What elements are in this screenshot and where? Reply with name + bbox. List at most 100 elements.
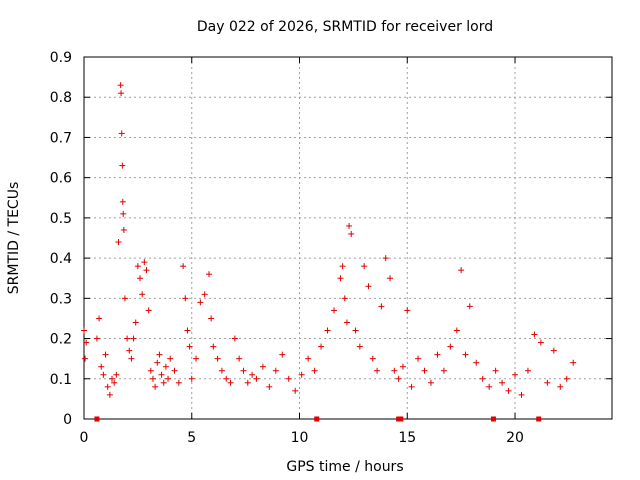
data-point	[453, 327, 460, 334]
data-point	[193, 355, 200, 362]
data-point	[518, 391, 525, 398]
y-tick-label: 0.3	[50, 291, 72, 307]
data-point	[361, 263, 368, 270]
data-point	[279, 351, 286, 358]
data-point	[473, 359, 480, 366]
data-point	[134, 263, 141, 270]
data-point	[184, 327, 191, 334]
y-axis-label: SRMTID / TECUs	[6, 182, 22, 295]
tick-labels: 0 0.1 0.2 0.3 0.4 0.5 0.6 0.7 0.8 0.9 0 5 10 15 20	[50, 50, 524, 446]
data-point	[139, 291, 146, 298]
data-point	[223, 375, 230, 382]
y-tick-label: 0.2	[50, 332, 72, 348]
data-point	[369, 355, 376, 362]
data-point	[83, 339, 90, 346]
data-point	[499, 379, 506, 386]
data-point	[137, 275, 144, 282]
data-point	[152, 383, 159, 390]
data-point	[121, 295, 128, 302]
axis-marker	[536, 416, 542, 422]
data-point	[231, 335, 238, 342]
data-point	[346, 222, 353, 229]
data-point	[82, 355, 89, 362]
data-point	[120, 226, 127, 233]
axis-marker	[94, 416, 100, 422]
ticks	[83, 56, 612, 420]
data-point	[365, 283, 372, 290]
data-point	[479, 375, 486, 382]
data-point	[249, 371, 256, 378]
axis-markers	[94, 416, 542, 422]
data-point	[156, 351, 163, 358]
data-point	[158, 371, 165, 378]
y-tick-label: 0.8	[50, 90, 72, 106]
data-point	[440, 367, 447, 374]
data-point	[395, 375, 402, 382]
data-point	[205, 271, 212, 278]
data-point	[208, 315, 215, 322]
data-point	[570, 359, 577, 366]
data-point	[391, 367, 398, 374]
data-point	[126, 347, 133, 354]
data-point	[544, 379, 551, 386]
y-tick-label: 0.4	[50, 251, 72, 267]
data-point	[118, 90, 125, 97]
data-point	[160, 379, 167, 386]
data-point	[557, 383, 564, 390]
data-point	[266, 383, 273, 390]
data-point	[292, 387, 299, 394]
data-point	[285, 375, 292, 382]
data-point	[149, 375, 156, 382]
data-point	[253, 375, 260, 382]
data-point	[130, 335, 137, 342]
x-tick-label: 10	[291, 430, 309, 446]
x-axis-label: GPS time / hours	[286, 459, 403, 475]
data-point	[259, 363, 266, 370]
data-point	[227, 379, 234, 386]
data-point	[143, 267, 150, 274]
data-point	[524, 367, 531, 374]
data-point	[387, 275, 394, 282]
data-point	[374, 367, 381, 374]
data-point	[188, 375, 195, 382]
data-point	[96, 315, 103, 322]
grid	[84, 57, 612, 419]
data-point	[318, 343, 325, 350]
axis-marker	[490, 416, 496, 422]
data-point	[512, 371, 519, 378]
data-point	[218, 367, 225, 374]
data-point	[404, 307, 411, 314]
axis-marker	[398, 416, 404, 422]
data-point	[563, 375, 570, 382]
y-tick-label: 0.9	[50, 50, 72, 66]
data-point	[537, 339, 544, 346]
data-point	[210, 343, 217, 350]
data-point	[175, 379, 182, 386]
data-point	[466, 303, 473, 310]
data-point	[352, 327, 359, 334]
chart-title: Day 022 of 2026, SRMTID for receiver lor…	[197, 19, 493, 35]
data-point	[236, 355, 243, 362]
data-point	[458, 267, 465, 274]
data-point	[244, 379, 251, 386]
data-point	[182, 295, 189, 302]
data-point	[186, 343, 193, 350]
data-point	[165, 375, 172, 382]
axis-marker	[314, 416, 320, 422]
data-point	[356, 343, 363, 350]
data-point	[197, 299, 204, 306]
data-point	[462, 351, 469, 358]
data-point	[119, 198, 126, 205]
data-point	[147, 367, 154, 374]
data-point	[171, 367, 178, 374]
data-point	[128, 355, 135, 362]
data-point	[93, 335, 100, 342]
data-point	[117, 82, 124, 89]
data-point	[180, 263, 187, 270]
data-point	[337, 275, 344, 282]
data-point	[447, 343, 454, 350]
x-tick-label: 0	[80, 430, 89, 446]
data-point	[341, 295, 348, 302]
data-point	[408, 383, 415, 390]
